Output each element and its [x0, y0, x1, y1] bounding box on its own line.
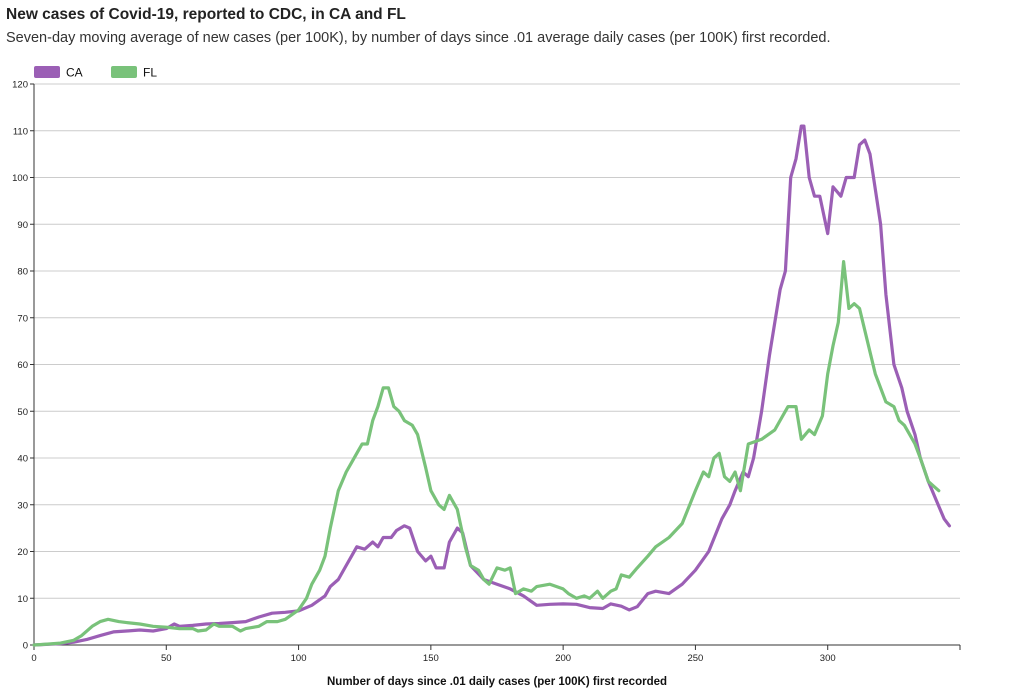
series-line-fl: [32, 260, 941, 647]
legend: CA FL: [34, 66, 157, 80]
y-tick-label: 40: [17, 454, 28, 465]
axes: 0 10 20 30 40 50 60 70 80 90 100 110 120 0 50 100 150 200…: [12, 80, 961, 664]
chart-title: New cases of Covid-19, reported to CDC, …: [6, 6, 406, 23]
legend-label-ca: CA: [66, 66, 83, 80]
gridlines: [34, 83, 960, 599]
y-tick-label: 90: [17, 220, 28, 231]
x-tick-label: 150: [423, 653, 439, 664]
x-tick-label: 200: [555, 653, 571, 664]
legend-label-fl: FL: [143, 66, 157, 80]
y-tick-label: 60: [17, 360, 28, 371]
y-tick-label: 10: [17, 594, 28, 605]
y-tick-label: 50: [17, 407, 28, 418]
x-tick-label: 300: [820, 653, 836, 664]
y-tick-label: 20: [17, 547, 28, 558]
x-tick-label: 50: [161, 653, 172, 664]
y-tick-label: 30: [17, 500, 28, 511]
x-tick-label: 100: [291, 653, 307, 664]
legend-swatch-fl: [111, 66, 137, 78]
y-tick-label: 110: [13, 126, 28, 137]
legend-swatch-ca: [34, 66, 60, 78]
series-line-ca: [32, 124, 951, 647]
x-tick-label: 0: [31, 653, 36, 664]
y-tick-label: 120: [12, 80, 28, 91]
x-axis-label: Number of days since .01 daily cases (pe…: [327, 676, 667, 688]
y-tick-label: 70: [17, 313, 28, 324]
x-tick-label: 250: [687, 653, 703, 664]
y-tick-label: 0: [23, 641, 28, 652]
y-tick-label: 100: [12, 173, 28, 184]
y-tick-label: 80: [17, 267, 28, 278]
chart-subtitle: Seven-day moving average of new cases (p…: [6, 30, 831, 46]
series-lines: [32, 124, 951, 647]
